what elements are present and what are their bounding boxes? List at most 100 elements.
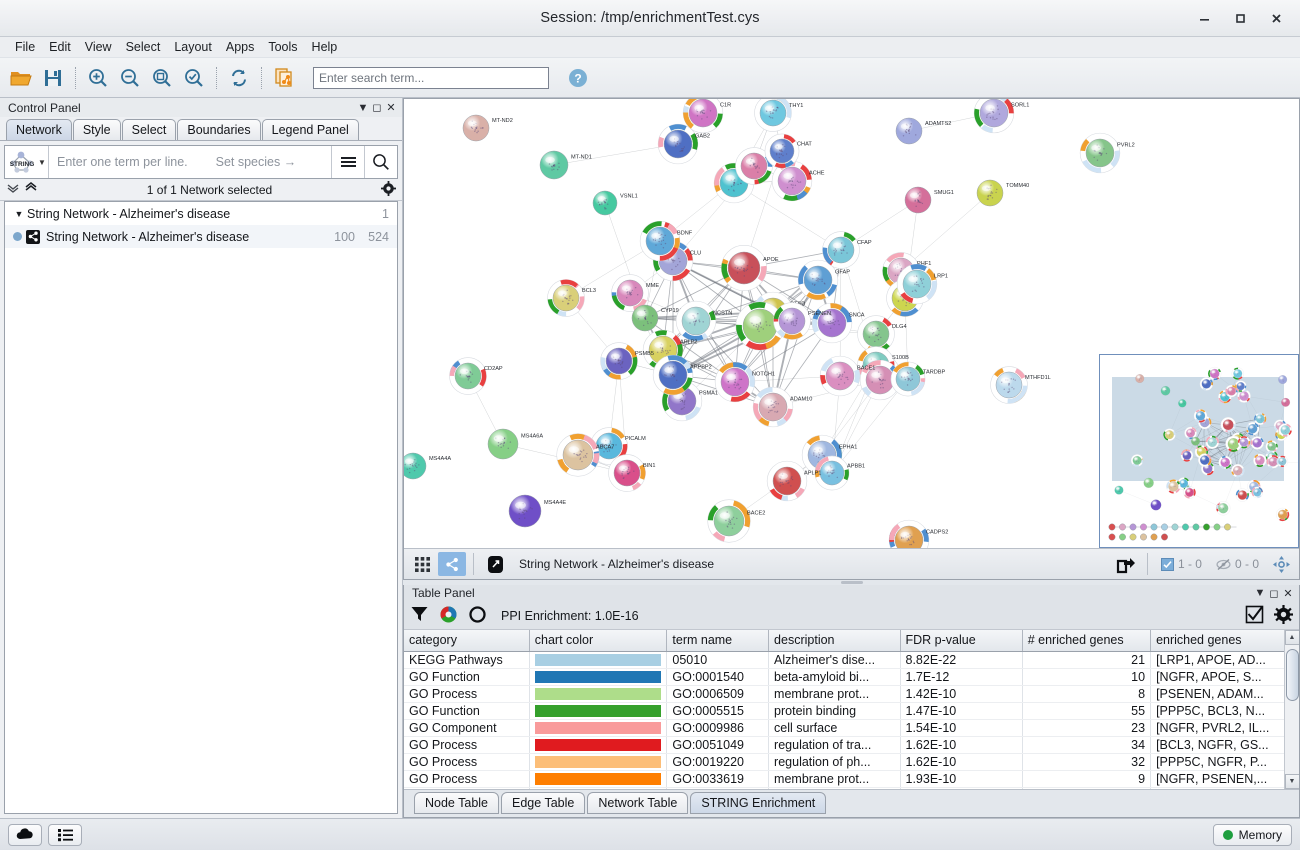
export-image-icon[interactable]	[1112, 552, 1140, 576]
zoom-in-icon[interactable]	[83, 63, 113, 93]
network-node[interactable]: ABCA7	[556, 433, 615, 477]
network-node[interactable]: BCL3	[547, 279, 596, 317]
network-node[interactable]: MS4A4E	[508, 494, 566, 528]
network-node[interactable]: ADAMTS2	[895, 117, 951, 145]
network-node[interactable]: NOTCH1	[714, 361, 775, 403]
network-node[interactable]	[1235, 488, 1250, 502]
tab-network-table[interactable]: Network Table	[587, 792, 689, 814]
network-node[interactable]: DLG4	[857, 315, 907, 353]
network-node[interactable]	[1278, 423, 1292, 437]
network-node[interactable]: MS4A4A	[404, 452, 451, 480]
table-vertical-scrollbar[interactable]: ▲ ▼	[1284, 630, 1299, 789]
refresh-icon[interactable]	[224, 63, 254, 93]
ring-chart-icon[interactable]	[468, 605, 487, 627]
panel-divider[interactable]	[403, 580, 1300, 585]
network-node[interactable]	[1184, 426, 1197, 440]
network-node[interactable]	[1198, 453, 1212, 467]
network-node[interactable]: CFAP	[822, 231, 872, 269]
network-node[interactable]: BDNF	[639, 220, 693, 262]
tab-network[interactable]: Network	[6, 119, 72, 140]
string-term-input[interactable]: Enter one term per line. Set species →	[49, 146, 331, 178]
network-node[interactable]: ADAM10	[752, 386, 812, 428]
network-node[interactable]	[1254, 412, 1267, 426]
network-node[interactable]: THY1	[754, 99, 804, 132]
network-node[interactable]: ACHE	[771, 160, 825, 202]
network-node[interactable]: APOE	[720, 244, 779, 292]
column-header-enriched-count[interactable]: # enriched genes	[1022, 630, 1152, 652]
network-node[interactable]: SIP	[859, 359, 906, 401]
network-node[interactable]	[1135, 374, 1145, 383]
table-row[interactable]: GO Component GO:0009986 cell surface 1.54E-…	[404, 719, 1299, 737]
menu-file[interactable]: File	[15, 39, 36, 54]
control-panel-dropdown-icon[interactable]: ▼	[357, 101, 369, 114]
search-icon[interactable]	[364, 146, 397, 178]
scrollbar-thumb[interactable]	[1285, 649, 1299, 702]
network-node[interactable]: MS4A6A	[487, 428, 543, 460]
network-node[interactable]: APLP1	[766, 460, 821, 502]
table-row[interactable]: GO Process GO:0050435beta-amyloid m...2.0…	[404, 787, 1299, 789]
tab-string-enrichment[interactable]: STRING Enrichment	[690, 792, 827, 814]
zoom-out-icon[interactable]	[115, 63, 145, 93]
chevron-down-icon[interactable]: ▼	[14, 208, 24, 219]
network-node[interactable]	[1130, 454, 1144, 467]
network-node[interactable]	[1225, 435, 1242, 452]
zoom-fit-icon[interactable]	[147, 63, 177, 93]
hamburger-icon[interactable]	[331, 146, 364, 178]
menu-help[interactable]: Help	[311, 39, 338, 54]
network-node[interactable]: CADPS2	[888, 519, 948, 548]
export-network-icon[interactable]	[269, 63, 299, 93]
table-row[interactable]: GO Function GO:0005515 protein binding 1.47…	[404, 702, 1299, 720]
network-node[interactable]: BIN1	[608, 454, 656, 492]
column-header-description[interactable]: description	[768, 630, 901, 652]
network-node[interactable]	[1191, 436, 1200, 446]
menu-tools[interactable]: Tools	[268, 39, 298, 54]
network-node[interactable]	[1231, 463, 1245, 478]
network-node[interactable]	[1237, 389, 1251, 403]
network-node[interactable]: CD2AP	[449, 357, 503, 395]
tab-boundaries[interactable]: Boundaries	[177, 119, 261, 140]
settings-gear-icon[interactable]	[381, 180, 396, 199]
network-node[interactable]	[1216, 501, 1231, 516]
navigate-icon[interactable]	[1267, 552, 1295, 576]
network-node[interactable]: C1R	[682, 99, 731, 134]
open-file-icon[interactable]	[6, 63, 36, 93]
scroll-down-icon[interactable]: ▼	[1284, 774, 1299, 789]
network-node[interactable]	[1235, 380, 1247, 392]
network-node[interactable]	[1163, 428, 1176, 441]
network-node[interactable]	[1245, 422, 1260, 436]
tab-select[interactable]: Select	[121, 119, 177, 140]
settings-gear-icon[interactable]	[1274, 604, 1293, 627]
network-node[interactable]	[1180, 449, 1194, 462]
network-canvas[interactable]: MT-ND2 MT-ND1 VSNL1 ADAMTS2 PVRL2 TOMM40 SMUG1…	[404, 99, 1299, 548]
network-node[interactable]	[1265, 440, 1278, 453]
menu-select[interactable]: Select	[125, 39, 161, 54]
network-node[interactable]: NCSTN	[675, 300, 732, 342]
network-node[interactable]	[1160, 386, 1171, 396]
save-icon[interactable]	[38, 63, 68, 93]
network-node[interactable]	[1218, 455, 1232, 470]
network-node[interactable]	[1143, 477, 1154, 488]
network-node[interactable]: APBB1	[814, 455, 865, 491]
column-header-enriched-genes[interactable]: enriched genes	[1150, 630, 1299, 652]
network-node[interactable]: GAB2	[657, 123, 710, 165]
set-species-link[interactable]: Set species →	[215, 155, 297, 169]
network-node[interactable]	[1281, 397, 1290, 407]
table-row[interactable]: GO Process GO:0033619 membrane prot... 1.93…	[404, 770, 1299, 788]
checkbox-icon[interactable]	[1245, 605, 1264, 627]
network-node[interactable]	[1150, 499, 1162, 511]
network-node[interactable]: SNCA	[811, 302, 865, 344]
selected-nodes-count[interactable]: 1 - 0	[1155, 557, 1208, 571]
network-node[interactable]	[1225, 384, 1238, 398]
network-node[interactable]: MTHFD1L	[990, 366, 1051, 404]
menu-view[interactable]: View	[84, 39, 112, 54]
network-node[interactable]	[1251, 486, 1263, 499]
close-button[interactable]	[1258, 4, 1294, 34]
annotation-icon[interactable]	[481, 552, 509, 576]
network-node[interactable]: GFAP	[797, 259, 850, 301]
network-node[interactable]: LRP1	[896, 263, 948, 305]
network-node[interactable]	[1178, 399, 1187, 408]
tab-legend-panel[interactable]: Legend Panel	[261, 119, 359, 140]
network-node[interactable]: MT-ND2	[462, 114, 513, 142]
column-header-fdr-pvalue[interactable]: FDR p-value	[900, 630, 1023, 652]
network-node[interactable]	[1205, 435, 1220, 449]
